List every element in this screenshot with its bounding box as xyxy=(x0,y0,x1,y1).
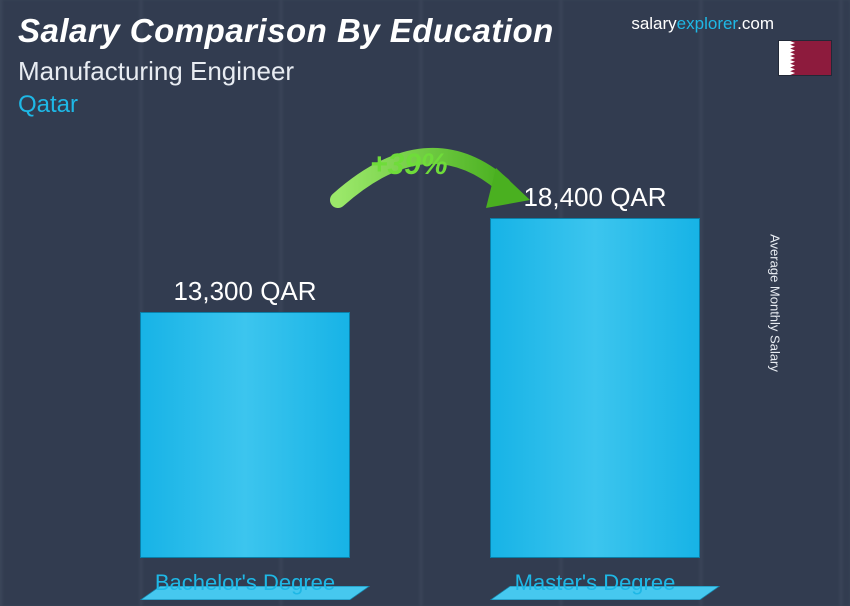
bar-category-label: Bachelor's Degree xyxy=(140,570,350,596)
qatar-flag-icon xyxy=(778,40,832,76)
bar-front-face xyxy=(490,218,700,558)
brand-suffix: .com xyxy=(737,14,774,33)
bar-front-face xyxy=(140,312,350,558)
country-name: Qatar xyxy=(18,91,832,119)
brand-prefix: salary xyxy=(631,14,676,33)
bar-value-label: 18,400 QAR xyxy=(490,182,700,213)
flag-maroon-band xyxy=(790,41,831,75)
brand-watermark: salaryexplorer.com xyxy=(631,14,774,34)
brand-accent: explorer xyxy=(677,14,737,33)
percent-increase-badge: +39% xyxy=(370,148,448,182)
bar-value-label: 13,300 QAR xyxy=(140,276,350,307)
chart-area: +39% 13,300 QAR Bachelor's Degree 18,400 Q… xyxy=(0,150,850,606)
job-title: Manufacturing Engineer xyxy=(18,56,832,87)
bar-category-label: Master's Degree xyxy=(490,570,700,596)
